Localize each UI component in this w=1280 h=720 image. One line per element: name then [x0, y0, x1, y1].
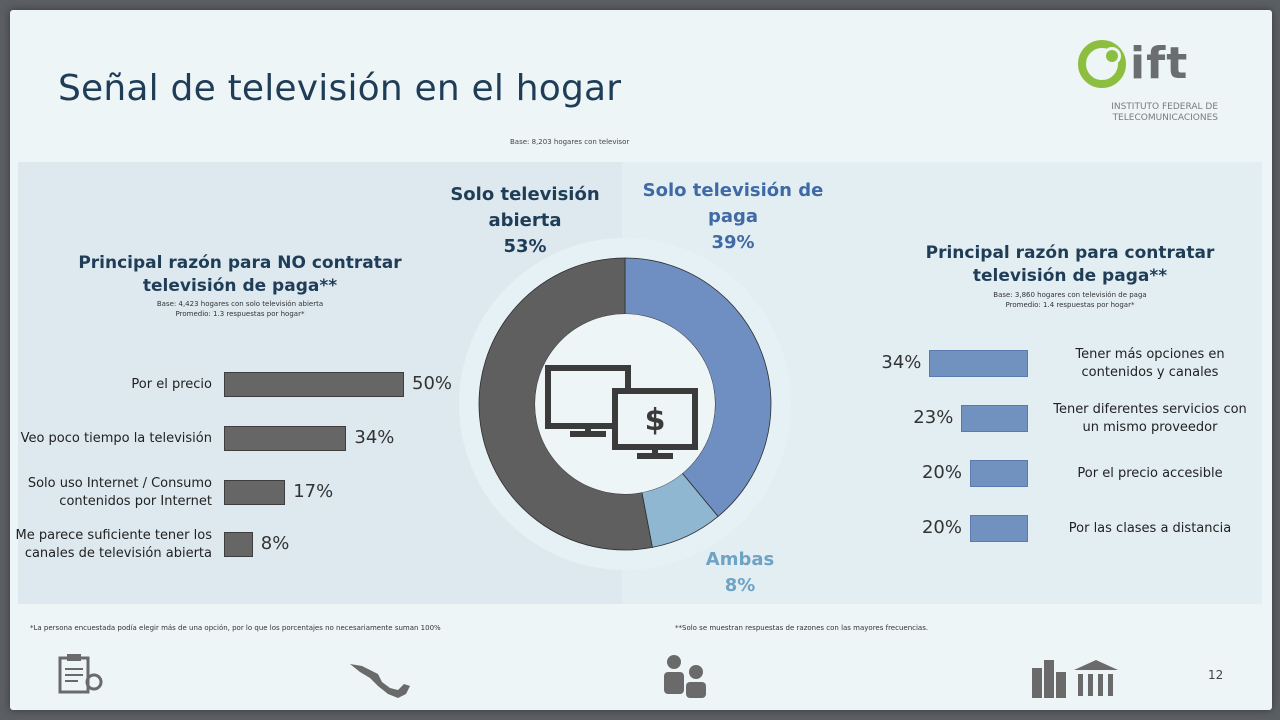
left-base-line1: Base: 4,423 hogares con solo televisión … — [156, 300, 324, 308]
bar-category-line: Por el precio accesible — [1077, 465, 1223, 481]
base-note: Base: 8,203 hogares con televisor — [510, 138, 630, 146]
bar-value-label: 8% — [260, 533, 290, 554]
right-base-line2: Promedio: 1.4 respuestas por hogar* — [1005, 301, 1135, 309]
bar — [929, 350, 1028, 377]
bar-category-label: Tener más opciones en contenidos y canale… — [1042, 346, 1258, 382]
bar-category-label: Por las clases a distancia — [1042, 520, 1258, 538]
label-ambas: Ambas 8% — [680, 547, 800, 599]
bar — [224, 426, 347, 451]
bar — [970, 515, 1028, 542]
bar — [224, 532, 253, 557]
label-paga-line1: Solo televisión de — [642, 180, 824, 201]
mexico-map-icon — [350, 664, 410, 698]
bar-category-line: Por el precio — [131, 376, 212, 392]
label-abierta-line2: abierta — [488, 210, 562, 231]
page-number: 12 — [1208, 668, 1224, 682]
right-section-heading: Principal razón para contratar televisió… — [870, 242, 1270, 288]
bar-value-label: 20% — [921, 462, 962, 483]
bar-category-label: Solo uso Internet / Consumo contenidos po… — [10, 475, 212, 511]
bar-category-label: Veo poco tiempo la televisión — [10, 430, 212, 448]
bar-category-line: Tener diferentes servicios con — [1053, 401, 1247, 417]
left-section-heading: Principal razón para NO contratar televi… — [40, 252, 440, 298]
left-heading-line1: Principal razón para NO contratar — [78, 253, 402, 273]
bar-category-label: Tener diferentes servicios con un mismo p… — [1042, 401, 1258, 437]
label-abierta: Solo televisión abierta 53% — [435, 182, 615, 260]
right-heading-line1: Principal razón para contratar — [925, 243, 1215, 263]
bar-category-line: Solo uso Internet / Consumo — [27, 475, 212, 491]
tv-dollar-icon — [545, 365, 698, 459]
bar-category-label: Por el precio — [10, 376, 212, 394]
right-base-line1: Base: 3,860 hogares con televisión de pa… — [993, 291, 1147, 299]
footnote-left: *La persona encuestada podía elegir más … — [30, 624, 441, 632]
left-base-line2: Promedio: 1.3 respuestas por hogar* — [175, 310, 305, 318]
bar-value-label: 20% — [921, 517, 962, 538]
bar-category-line: contenidos por Internet — [59, 493, 212, 509]
bar-category-label: Me parece suficiente tener los canales de… — [10, 527, 212, 563]
bar-category-label: Por el precio accesible — [1042, 465, 1258, 483]
bar-category-line: Por las clases a distancia — [1068, 520, 1232, 536]
donut-chart: $ — [459, 238, 791, 570]
bar-category-line: Veo poco tiempo la televisión — [20, 430, 212, 446]
bar-category-line: Tener más opciones en — [1075, 346, 1225, 362]
bar-category-line: contenidos y canales — [1081, 364, 1219, 380]
page-title: Señal de televisión en el hogar — [58, 68, 622, 109]
bar-value-label: 23% — [913, 407, 954, 428]
logo-subtitle-line1: INSTITUTO FEDERAL DE — [1111, 102, 1218, 112]
right-section-base: Base: 3,860 hogares con televisión de pa… — [920, 290, 1220, 310]
label-ambas-pct: 8% — [724, 575, 756, 596]
bar-category-line: un mismo proveedor — [1082, 419, 1218, 435]
logo-subtitle-line2: TELECOMUNICACIONES — [1112, 113, 1218, 123]
ift-logo: ift INSTITUTO FEDERAL DE TELECOMUNICACIO… — [1078, 34, 1228, 134]
bar-category-line: Me parece suficiente tener los — [15, 527, 212, 543]
footnote-right: **Solo se muestran respuestas de razones… — [675, 624, 929, 632]
clipboard-gear-icon — [58, 654, 103, 694]
bar-value-label: 17% — [293, 481, 334, 502]
bar-value-label: 34% — [881, 352, 922, 373]
bar-category-line: canales de televisión abierta — [24, 545, 212, 561]
left-heading-line2: televisión de paga** — [142, 276, 338, 296]
ift-logo-text: ift — [1130, 38, 1189, 89]
bar — [970, 460, 1028, 487]
bar — [224, 372, 404, 397]
left-section-base: Base: 4,423 hogares con solo televisión … — [90, 299, 390, 319]
right-heading-line2: televisión de paga** — [972, 266, 1168, 286]
bar — [961, 405, 1028, 432]
label-abierta-pct: 53% — [503, 236, 547, 257]
people-icon — [664, 655, 706, 698]
buildings-icon — [1032, 660, 1118, 698]
label-paga-line2: paga — [707, 206, 759, 227]
ift-logo-icon — [1078, 40, 1126, 88]
bar-value-label: 50% — [412, 373, 453, 394]
label-paga: Solo televisión de paga 39% — [628, 178, 838, 256]
dollar-sign-icon: $ — [645, 403, 666, 438]
label-paga-pct: 39% — [711, 232, 755, 253]
bar-value-label: 34% — [354, 427, 395, 448]
ift-logo-subtitle: INSTITUTO FEDERAL DE TELECOMUNICACIONES — [1078, 102, 1218, 124]
label-abierta-line1: Solo televisión — [450, 184, 600, 205]
slide: Señal de televisión en el hogar ift INST… — [10, 10, 1272, 710]
bar — [224, 480, 286, 505]
label-ambas-line1: Ambas — [705, 549, 775, 570]
